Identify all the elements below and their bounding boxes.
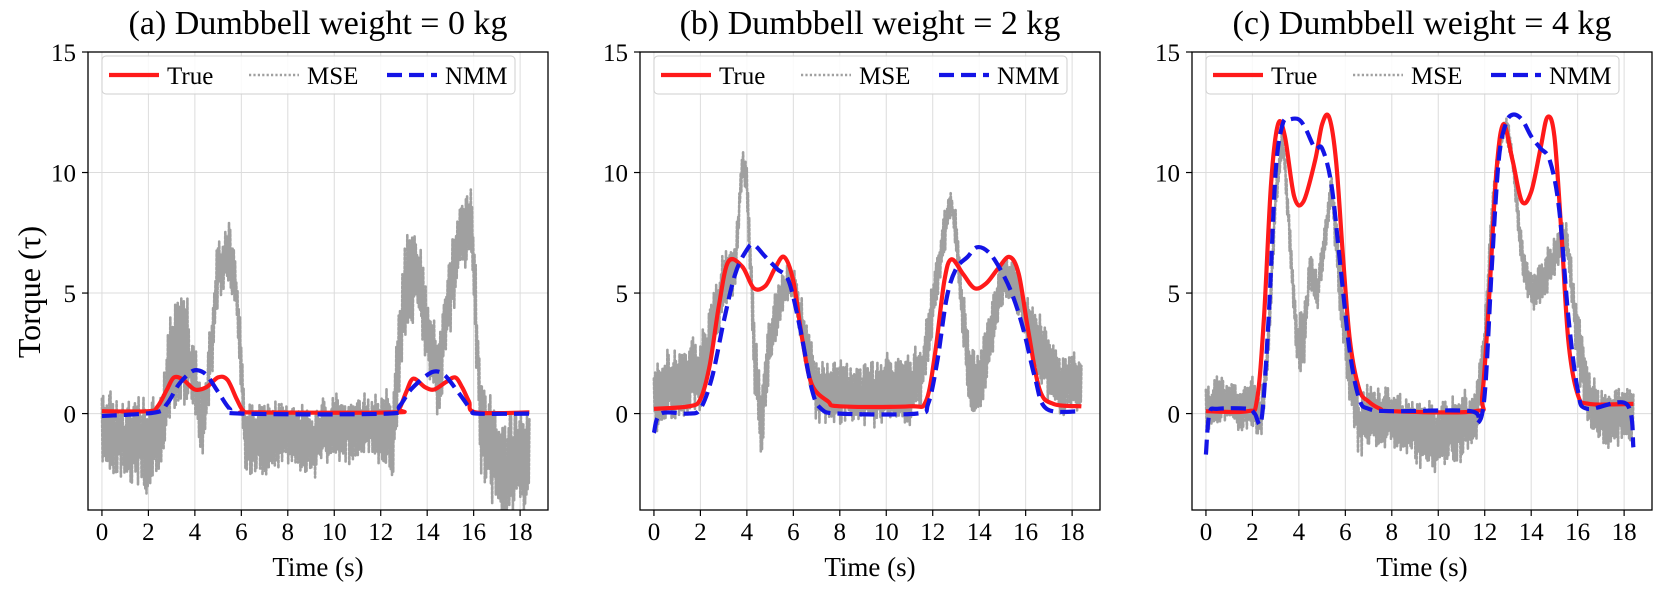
x-tick-label: 16 bbox=[461, 519, 486, 546]
legend-label-nmm: NMM bbox=[1549, 63, 1612, 90]
chart-title: (a) Dumbbell weight = 0 kg bbox=[129, 5, 508, 42]
legend-label-mse: MSE bbox=[307, 63, 358, 90]
x-axis-label: Time (s) bbox=[272, 552, 363, 582]
legend: True MSE NMM bbox=[101, 55, 516, 95]
x-tick-label: 12 bbox=[920, 519, 945, 546]
x-tick-label: 6 bbox=[787, 519, 800, 546]
x-tick-label: 0 bbox=[1200, 519, 1213, 546]
x-tick-label: 14 bbox=[415, 519, 441, 546]
y-axis-label: Torque (τ) bbox=[11, 226, 47, 358]
x-tick-label: 18 bbox=[1612, 519, 1637, 546]
x-tick-label: 10 bbox=[322, 519, 347, 546]
legend-label-true: True bbox=[1271, 63, 1317, 90]
x-tick-label: 8 bbox=[1386, 519, 1399, 546]
y-tick-label: 10 bbox=[603, 161, 628, 188]
legend: True MSE NMM bbox=[1205, 55, 1620, 95]
x-axis-label: Time (s) bbox=[1376, 552, 1467, 582]
y-tick-label: 0 bbox=[64, 402, 77, 429]
y-tick-label: 5 bbox=[1168, 281, 1181, 308]
chart-panel-3: 0 2 4 6 8 10 12 14 16 18 0 5 10 15 (c) Dumbbell weight… bbox=[1155, 5, 1653, 582]
legend: True MSE NMM bbox=[653, 55, 1068, 95]
legend-label-true: True bbox=[167, 63, 213, 90]
chart-panel-2: 0 2 4 6 8 10 12 14 16 18 0 5 10 15 (b) Dumbbell weight… bbox=[603, 5, 1101, 582]
legend-label-mse: MSE bbox=[859, 63, 910, 90]
y-tick-label: 10 bbox=[1155, 161, 1180, 188]
x-tick-label: 2 bbox=[142, 519, 155, 546]
x-tick-label: 0 bbox=[648, 519, 661, 546]
x-tick-label: 12 bbox=[368, 519, 393, 546]
series-line-nmm bbox=[651, 242, 1082, 434]
plot-area bbox=[100, 188, 531, 510]
x-tick-label: 4 bbox=[1293, 519, 1306, 546]
chart-title: (c) Dumbbell weight = 4 kg bbox=[1233, 5, 1612, 42]
x-tick-label: 4 bbox=[741, 519, 754, 546]
x-tick-label: 2 bbox=[1246, 519, 1259, 546]
x-tick-label: 18 bbox=[508, 519, 533, 546]
legend-label-nmm: NMM bbox=[445, 63, 508, 90]
y-tick-label: 5 bbox=[616, 281, 629, 308]
x-tick-label: 2 bbox=[694, 519, 707, 546]
series-line-true bbox=[653, 254, 1082, 411]
series-line-mse bbox=[100, 188, 531, 510]
axes-frame bbox=[1191, 51, 1653, 511]
y-tick-label: 0 bbox=[1168, 402, 1181, 429]
x-tick-label: 6 bbox=[1339, 519, 1352, 546]
x-tick-label: 10 bbox=[874, 519, 899, 546]
legend-label-true: True bbox=[719, 63, 765, 90]
x-tick-label: 14 bbox=[1519, 519, 1545, 546]
x-tick-label: 0 bbox=[96, 519, 109, 546]
series-line-nmm bbox=[101, 367, 530, 419]
x-tick-label: 6 bbox=[235, 519, 248, 546]
series-line-nmm bbox=[1203, 112, 1636, 455]
x-tick-label: 8 bbox=[834, 519, 847, 546]
y-tick-label: 15 bbox=[1155, 40, 1180, 67]
plot-area bbox=[1203, 112, 1636, 474]
x-tick-label: 16 bbox=[1013, 519, 1038, 546]
chart-panel-1: 0 2 4 6 8 10 12 14 16 18 0 5 10 15 (a) Dumbbell weight… bbox=[51, 5, 549, 582]
legend-box bbox=[101, 55, 516, 95]
legend-box bbox=[1205, 55, 1620, 95]
plot-area bbox=[651, 151, 1083, 453]
x-tick-label: 14 bbox=[967, 519, 993, 546]
legend-box bbox=[653, 55, 1068, 95]
y-tick-label: 15 bbox=[603, 40, 628, 67]
x-tick-label: 16 bbox=[1565, 519, 1590, 546]
x-axis-label: Time (s) bbox=[824, 552, 915, 582]
chart-title: (b) Dumbbell weight = 2 kg bbox=[680, 5, 1061, 42]
x-tick-label: 10 bbox=[1426, 519, 1451, 546]
y-tick-label: 10 bbox=[51, 161, 76, 188]
x-tick-label: 4 bbox=[189, 519, 202, 546]
legend-label-mse: MSE bbox=[1411, 63, 1462, 90]
series-line-mse bbox=[652, 151, 1083, 453]
y-tick-label: 5 bbox=[64, 281, 77, 308]
y-tick-label: 0 bbox=[616, 402, 629, 429]
x-tick-label: 18 bbox=[1060, 519, 1085, 546]
x-tick-label: 12 bbox=[1472, 519, 1497, 546]
legend-label-nmm: NMM bbox=[997, 63, 1060, 90]
axes-frame bbox=[87, 51, 549, 511]
y-tick-label: 15 bbox=[51, 40, 76, 67]
axes-frame bbox=[639, 51, 1101, 511]
x-tick-label: 8 bbox=[282, 519, 295, 546]
